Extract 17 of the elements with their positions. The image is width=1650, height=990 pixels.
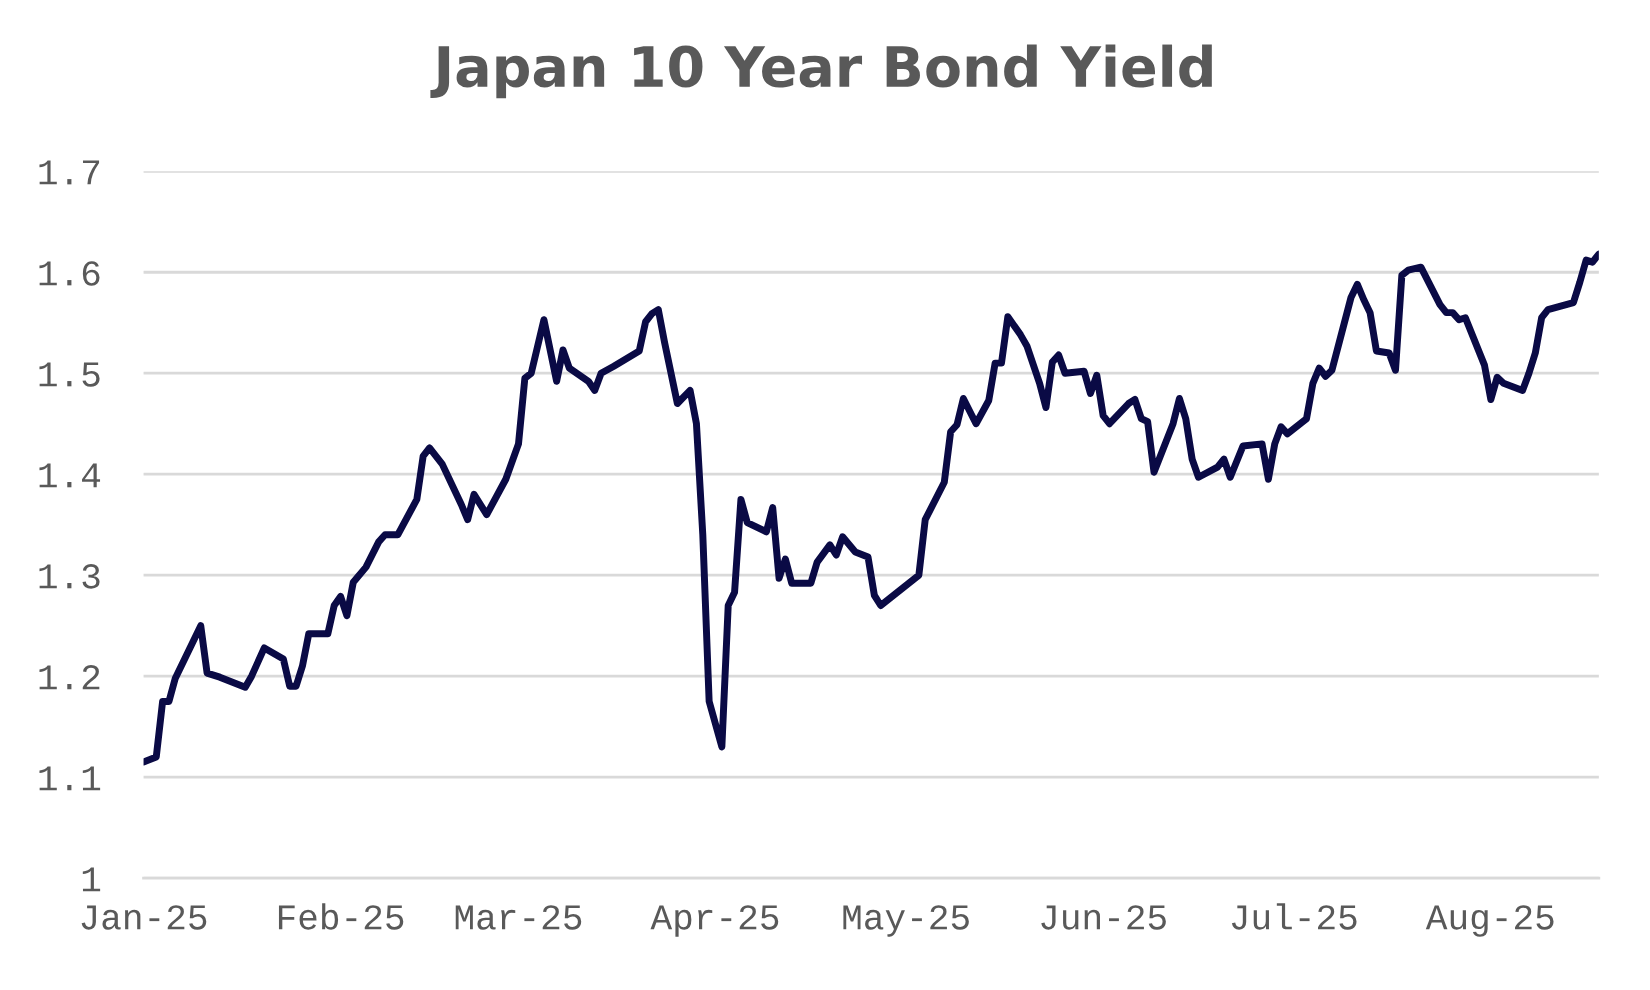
y-tick-label: 1.5 bbox=[39, 362, 100, 387]
y-tick-label: 1.6 bbox=[39, 261, 100, 286]
x-tick-label: Apr-25 bbox=[650, 905, 779, 937]
y-tick-label: 1 bbox=[82, 867, 101, 892]
y-tick-label: 1.2 bbox=[39, 665, 100, 690]
x-tick-label: Jul-25 bbox=[1231, 903, 1357, 930]
y-tick-label: 1.4 bbox=[39, 463, 101, 488]
x-tick-label: Jan-25 bbox=[81, 905, 207, 930]
y-tick-label: 1.3 bbox=[39, 564, 100, 589]
chart-title: Japan 10 Year Bond Yield bbox=[430, 44, 1212, 99]
x-tick-label: Aug-25 bbox=[1425, 905, 1554, 937]
x-tick-label: Mar-25 bbox=[455, 905, 582, 930]
y-tick-label: 1.7 bbox=[39, 160, 100, 185]
x-tick-label: May-25 bbox=[843, 905, 969, 937]
x-tick-label: Feb-25 bbox=[278, 903, 404, 930]
y-tick-label: 1.1 bbox=[39, 766, 101, 791]
x-tick-label: Jun-25 bbox=[1041, 905, 1166, 930]
